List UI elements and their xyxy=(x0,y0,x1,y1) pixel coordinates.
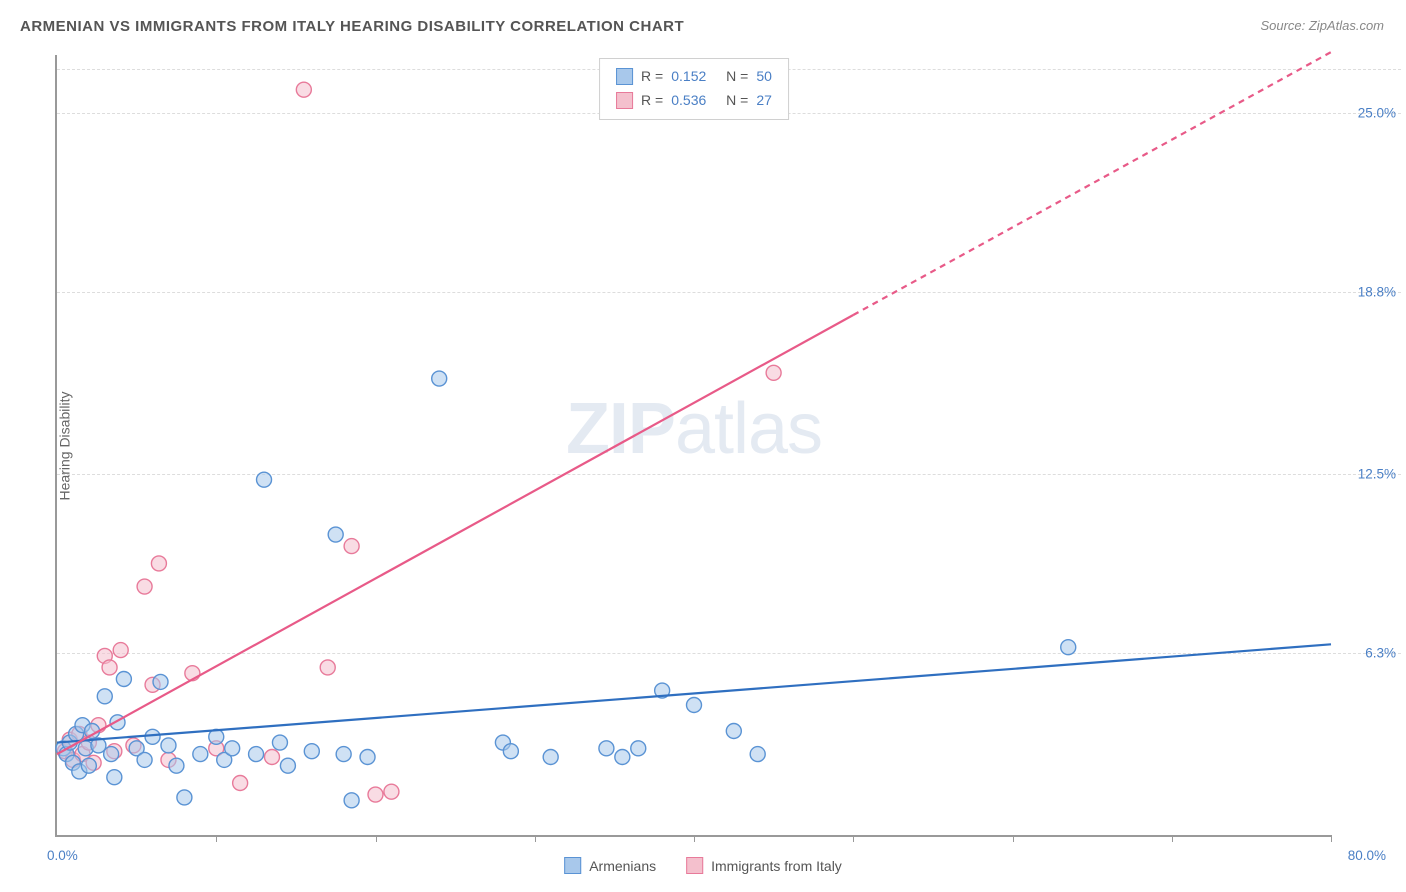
r-value-a: 0.152 xyxy=(671,65,706,89)
data-point xyxy=(599,741,614,756)
x-axis-max-label: 80.0% xyxy=(1348,848,1386,863)
x-tick xyxy=(535,835,536,842)
legend-row-series-a: R = 0.152 N = 50 xyxy=(616,65,772,89)
data-point xyxy=(336,747,351,762)
data-point xyxy=(344,539,359,554)
data-point xyxy=(360,750,375,765)
data-point xyxy=(726,724,741,739)
data-point xyxy=(432,371,447,386)
legend-label-a: Armenians xyxy=(589,858,656,874)
data-point xyxy=(116,672,131,687)
data-point xyxy=(384,784,399,799)
legend-item-b: Immigrants from Italy xyxy=(686,857,842,874)
y-tick-label: 18.8% xyxy=(1358,284,1396,299)
data-point xyxy=(264,750,279,765)
legend-correlation: R = 0.152 N = 50 R = 0.536 N = 27 xyxy=(599,58,789,120)
data-point xyxy=(328,527,343,542)
legend-label-b: Immigrants from Italy xyxy=(711,858,842,874)
legend-row-series-b: R = 0.536 N = 27 xyxy=(616,89,772,113)
data-point xyxy=(631,741,646,756)
trend-line xyxy=(57,644,1331,742)
data-point xyxy=(153,674,168,689)
data-point xyxy=(280,758,295,773)
plot-area: ZIPatlas 6.3%12.5%18.8%25.0% R = 0.152 N… xyxy=(55,55,1331,837)
x-tick xyxy=(216,835,217,842)
data-point xyxy=(249,747,264,762)
data-point xyxy=(1061,640,1076,655)
y-tick-label: 25.0% xyxy=(1358,105,1396,120)
data-point xyxy=(151,556,166,571)
data-point xyxy=(543,750,558,765)
x-tick xyxy=(853,835,854,842)
swatch-b-icon xyxy=(686,857,703,874)
data-point xyxy=(169,758,184,773)
swatch-series-b xyxy=(616,92,633,109)
data-point xyxy=(615,750,630,765)
data-point xyxy=(113,643,128,658)
data-point xyxy=(766,365,781,380)
data-point xyxy=(304,744,319,759)
x-tick xyxy=(694,835,695,842)
scatter-svg xyxy=(57,55,1331,835)
source-attribution: Source: ZipAtlas.com xyxy=(1260,18,1384,33)
legend-series: Armenians Immigrants from Italy xyxy=(564,857,842,874)
r-value-b: 0.536 xyxy=(671,89,706,113)
data-point xyxy=(193,747,208,762)
y-tick-label: 6.3% xyxy=(1365,646,1396,661)
data-point xyxy=(687,698,702,713)
x-tick xyxy=(1331,835,1332,842)
data-point xyxy=(104,747,119,762)
data-point xyxy=(161,738,176,753)
data-point xyxy=(257,472,272,487)
data-point xyxy=(137,579,152,594)
legend-item-a: Armenians xyxy=(564,857,656,874)
swatch-a-icon xyxy=(564,857,581,874)
x-tick xyxy=(1172,835,1173,842)
x-tick xyxy=(1013,835,1014,842)
x-tick xyxy=(376,835,377,842)
data-point xyxy=(233,776,248,791)
trend-line xyxy=(57,315,853,754)
data-point xyxy=(296,82,311,97)
data-point xyxy=(97,689,112,704)
n-value-b: 27 xyxy=(756,89,772,113)
data-point xyxy=(107,770,122,785)
data-point xyxy=(750,747,765,762)
data-point xyxy=(320,660,335,675)
data-point xyxy=(177,790,192,805)
y-tick-label: 12.5% xyxy=(1358,466,1396,481)
data-point xyxy=(145,729,160,744)
data-point xyxy=(81,758,96,773)
data-point xyxy=(102,660,117,675)
n-value-a: 50 xyxy=(756,65,772,89)
data-point xyxy=(225,741,240,756)
data-point xyxy=(272,735,287,750)
swatch-series-a xyxy=(616,68,633,85)
chart-title: ARMENIAN VS IMMIGRANTS FROM ITALY HEARIN… xyxy=(20,18,684,35)
trend-line xyxy=(853,52,1331,315)
data-point xyxy=(503,744,518,759)
data-point xyxy=(137,752,152,767)
x-axis-min-label: 0.0% xyxy=(47,848,78,863)
data-point xyxy=(344,793,359,808)
data-point xyxy=(368,787,383,802)
